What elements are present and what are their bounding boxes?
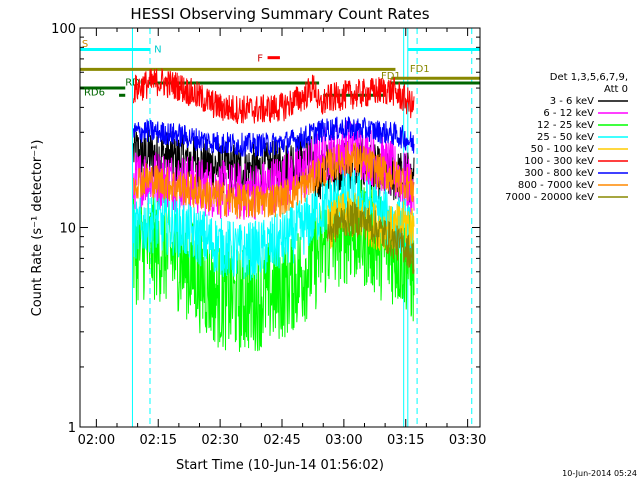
x-tick-label: 03:15 [387, 433, 424, 448]
legend-header-line: Att 0 [604, 84, 628, 95]
series-300-800-kev [133, 116, 415, 158]
x-tick-label: 02:30 [201, 433, 238, 448]
x-tick-label: 03:30 [449, 433, 486, 448]
flag-label-f: F [257, 54, 263, 65]
y-tick-label: 100 [51, 22, 76, 37]
flag-label-n: N [154, 44, 161, 55]
series-line [133, 68, 415, 125]
series-7000-20000-kev [326, 201, 415, 274]
legend-header-line: Det 1,3,5,6,7,9, [550, 72, 628, 83]
x-tick-label: 02:15 [140, 433, 177, 448]
legend-label: 50 - 100 keV [531, 144, 595, 155]
series-line [326, 201, 415, 274]
flag-label-rd6: RD6 [84, 88, 105, 99]
legend-label: 3 - 6 keV [550, 96, 594, 107]
legend-label: 800 - 7000 keV [518, 180, 594, 191]
y-tick-label: 1 [68, 421, 76, 436]
legend-label: 7000 - 20000 keV [505, 192, 594, 203]
legend-label: 6 - 12 keV [543, 108, 594, 119]
timestamp: 10-Jun-2014 05:24 [562, 469, 637, 478]
y-axis-label: Count Rate (s⁻¹ detector⁻¹) [30, 140, 45, 317]
x-tick-label: 02:00 [78, 433, 115, 448]
flag-label-s: S [82, 39, 88, 50]
series-100-300-kev [133, 68, 415, 125]
flag-label-fd1: FD1 [381, 71, 401, 82]
x-tick-label: 02:45 [263, 433, 300, 448]
legend-label: 100 - 300 keV [524, 156, 594, 167]
series-800-7000-kev [133, 141, 415, 220]
legend-label: 25 - 50 keV [537, 132, 594, 143]
chart-title: HESSI Observing Summary Count Rates [130, 5, 429, 23]
y-tick-label: 10 [59, 222, 76, 237]
series-line [133, 169, 415, 281]
legend-label: 300 - 800 keV [524, 168, 594, 179]
series-25-50-kev [133, 169, 415, 281]
series-line [133, 116, 415, 158]
x-axis-label: Start Time (10-Jun-14 01:56:02) [176, 458, 384, 473]
series-group [133, 68, 415, 352]
legend-label: 12 - 25 keV [537, 120, 594, 131]
x-tick-label: 03:00 [325, 433, 362, 448]
flag-label-fd1: FD1 [410, 64, 430, 75]
axes: 1 10 100 02:00 02:15 02:30 02:45 03:00 03:15 03:3… [51, 22, 486, 448]
series-line [133, 141, 415, 220]
